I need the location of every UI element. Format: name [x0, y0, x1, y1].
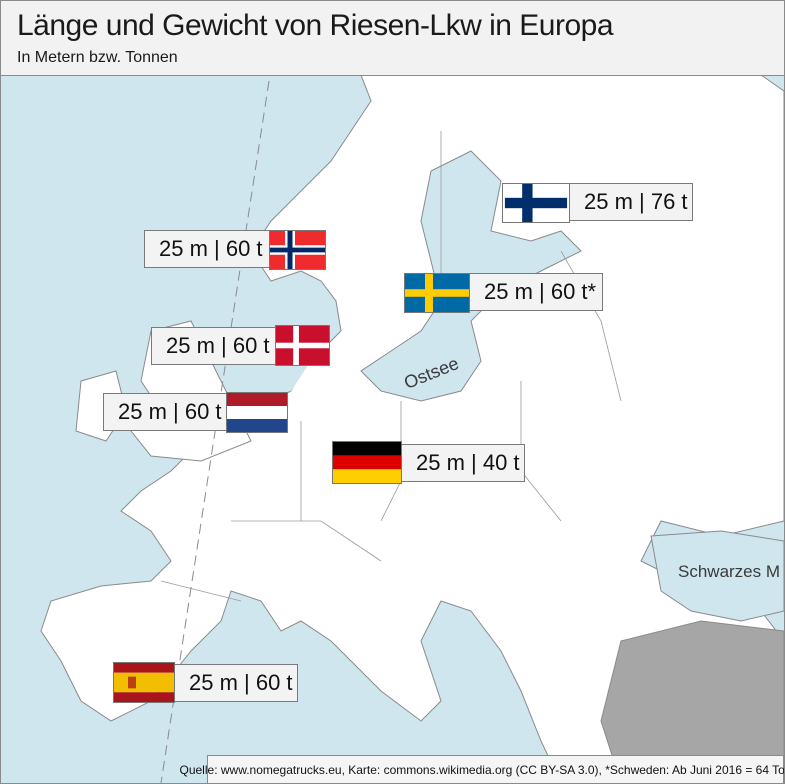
finland-label: 25 m | 76 t [569, 183, 693, 221]
sweden-flag [404, 273, 470, 313]
norway-label: 25 m | 60 t [144, 230, 270, 268]
sweden-label: 25 m | 60 t* [469, 273, 603, 311]
source-note: Quelle: www.nomegatrucks.eu, Karte: comm… [180, 755, 784, 783]
denmark-label: 25 m | 60 t [151, 327, 276, 365]
turkey-area [600, 620, 784, 783]
page-title: Länge und Gewicht von Riesen-Lkw in Euro… [17, 9, 614, 42]
germany-label: 25 m | 40 t [401, 444, 525, 482]
schwarzes-meer-label: Schwarzes M [678, 562, 781, 581]
spain-flag [113, 662, 175, 703]
netherlands-flag [226, 392, 288, 433]
meridian-line [160, 80, 270, 783]
landmass-main [40, 74, 784, 783]
germany-flag [332, 441, 402, 484]
header: Länge und Gewicht von Riesen-Lkw in Euro… [1, 1, 784, 76]
denmark-flag [275, 325, 330, 366]
norway-flag [269, 230, 326, 270]
finland-flag [502, 183, 570, 223]
spain-label: 25 m | 60 t [174, 664, 298, 702]
netherlands-label: 25 m | 60 t [103, 393, 227, 431]
page-subtitle: In Metern bzw. Tonnen [17, 49, 178, 66]
black-sea [650, 530, 784, 622]
